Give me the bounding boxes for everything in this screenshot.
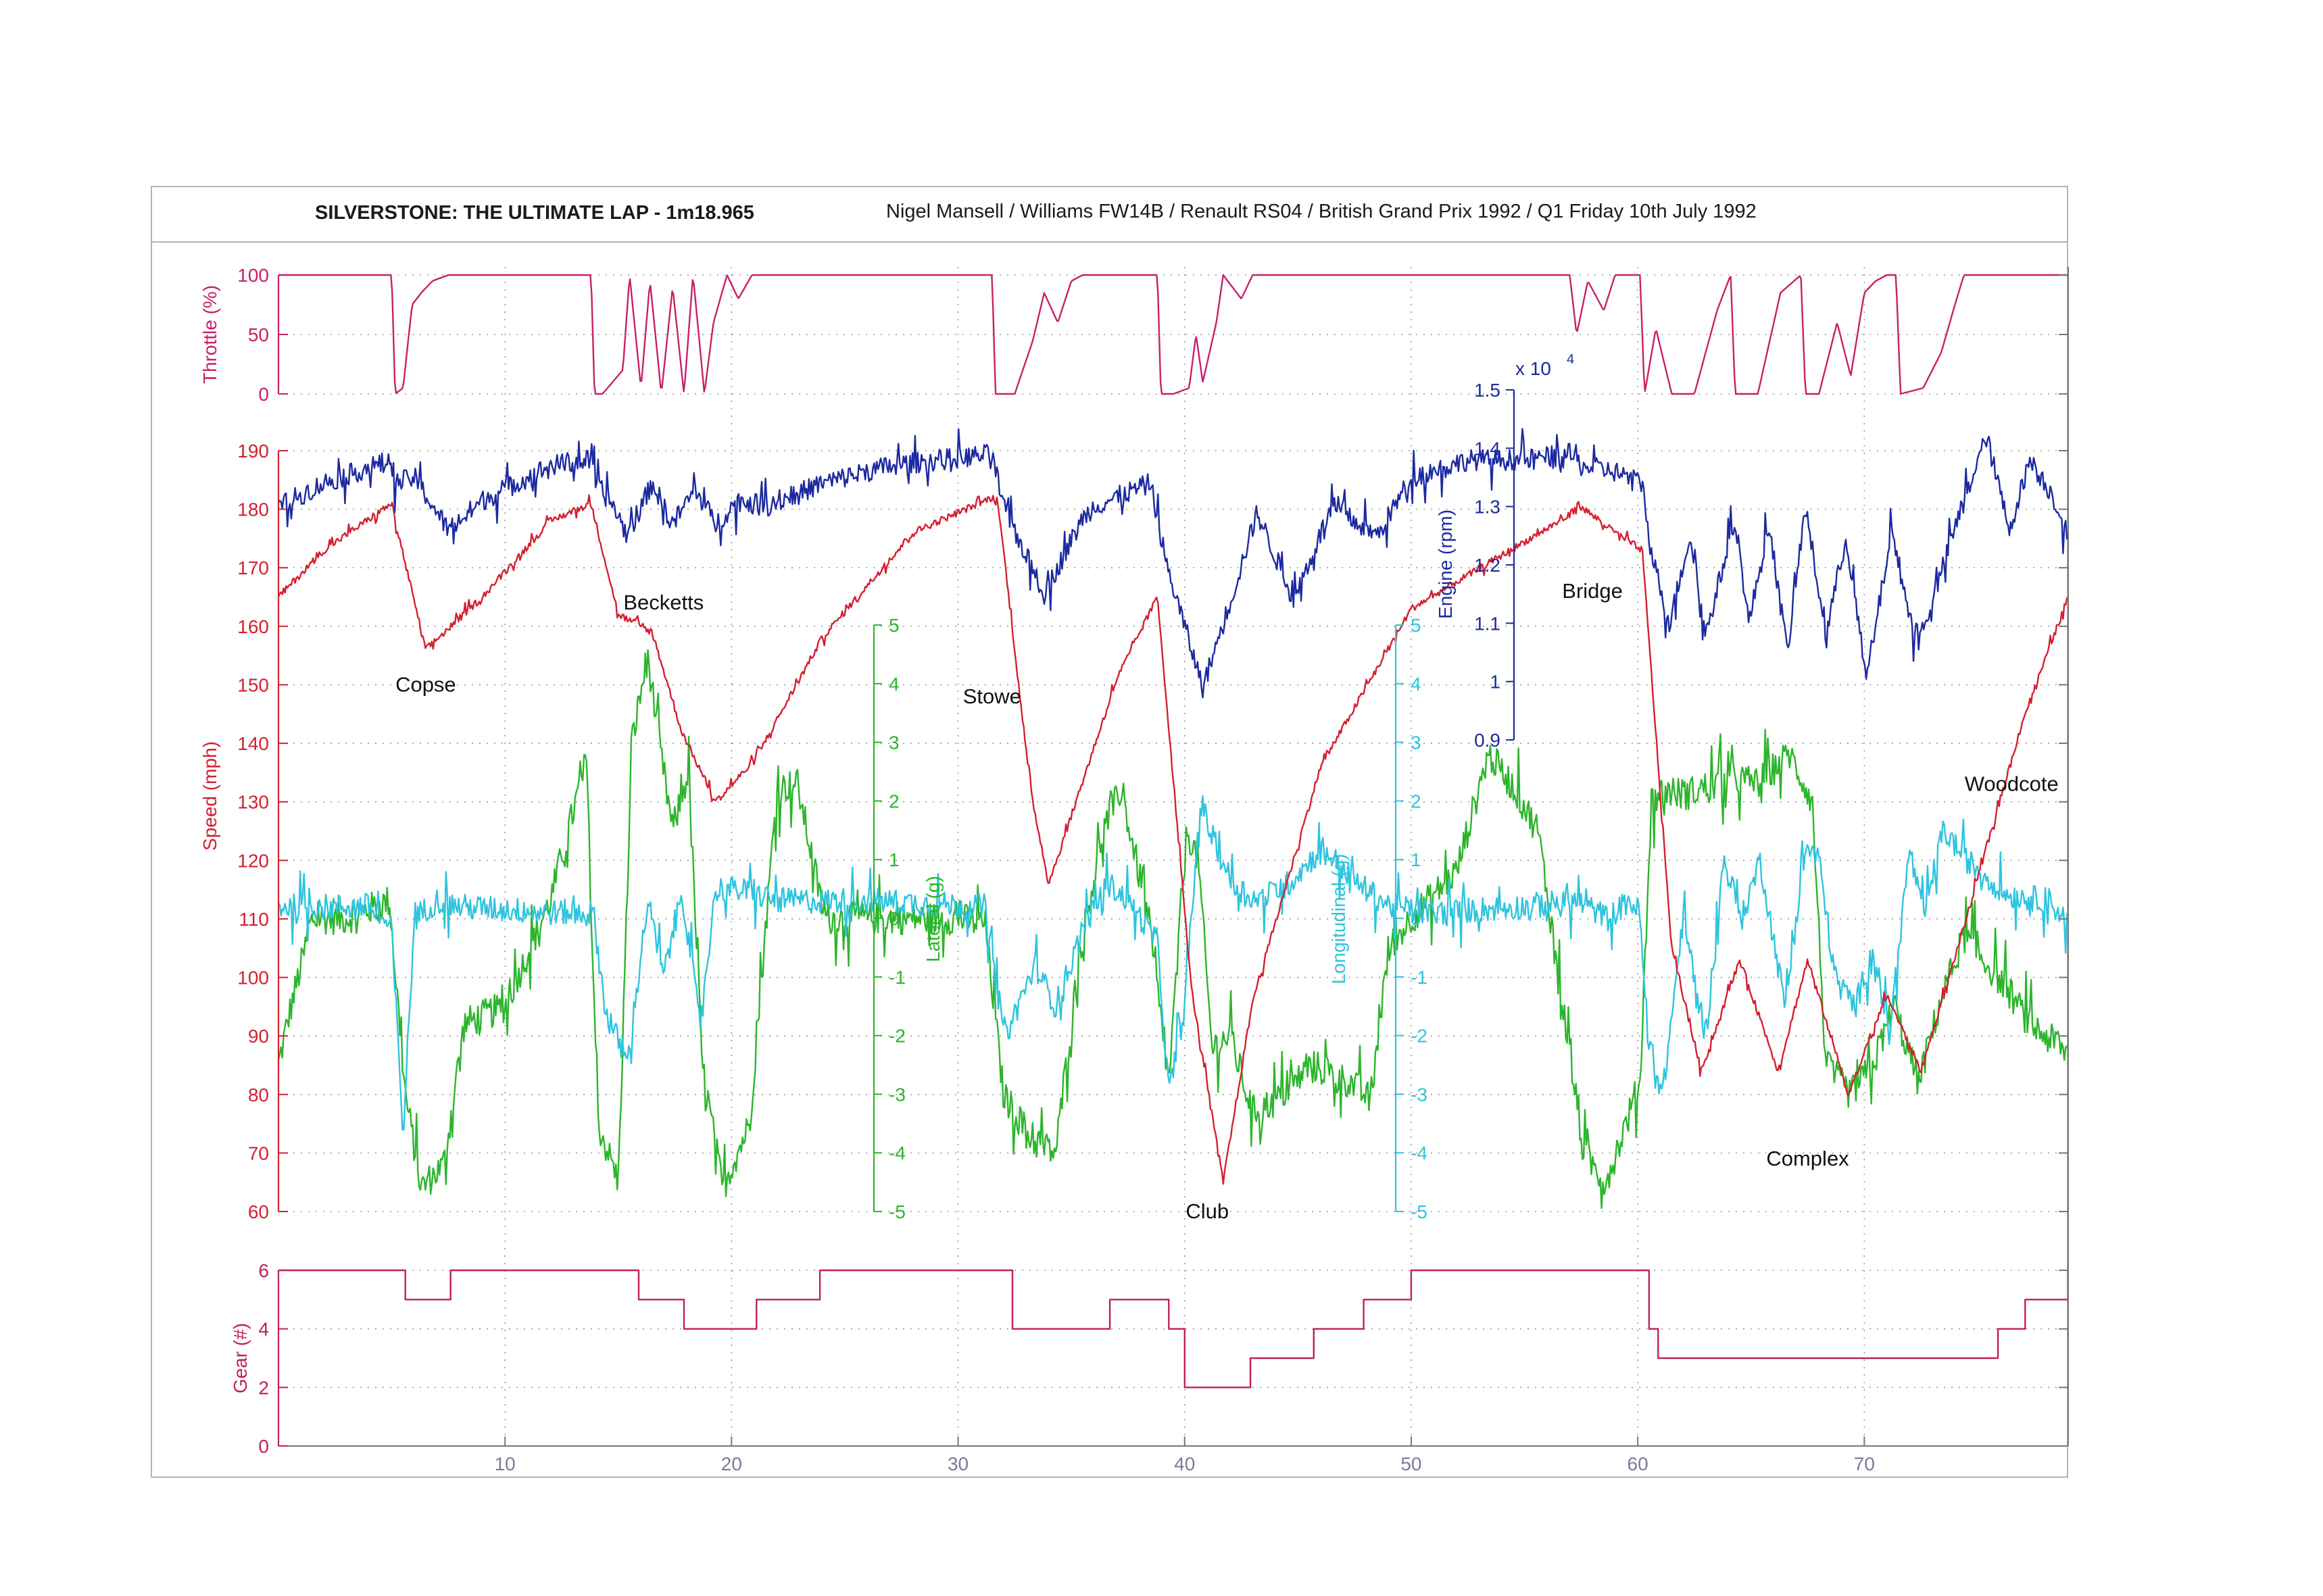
- engine-exponent: 4: [1567, 352, 1574, 367]
- annotation-complex: Complex: [1766, 1147, 1849, 1170]
- lateral-tick-label: -3: [889, 1084, 906, 1105]
- speed-tick-label: 180: [237, 499, 269, 520]
- speed-tick-label: 90: [248, 1026, 269, 1047]
- x-tick-label: 10: [495, 1453, 516, 1474]
- speed-tick-label: 190: [237, 441, 269, 462]
- lateral-tick-label: 4: [889, 674, 900, 695]
- series-lateral: [278, 650, 2068, 1208]
- annotation-becketts: Becketts: [623, 591, 704, 614]
- speed-tick-label: 160: [237, 616, 269, 637]
- speed-tick-label: 130: [237, 792, 269, 813]
- x-tick-label: 20: [721, 1453, 742, 1474]
- lateral-tick-label: -1: [889, 967, 906, 988]
- speed-tick-label: 120: [237, 850, 269, 871]
- speed-tick-label: 110: [239, 909, 269, 930]
- longitudinal-tick-label: 1: [1411, 849, 1421, 870]
- speed-tick-label: 170: [237, 557, 269, 578]
- longitudinal-tick-label: 3: [1411, 732, 1421, 753]
- longitudinal-axis-title: Longitudinal (g): [1328, 853, 1349, 984]
- lateral-tick-label: -4: [889, 1143, 906, 1164]
- engine-tick-label: 1.3: [1474, 497, 1500, 518]
- longitudinal-tick-label: -3: [1411, 1084, 1427, 1105]
- engine-tick-label: 1: [1490, 672, 1500, 693]
- gear-tick-label: 2: [258, 1377, 269, 1398]
- speed-tick-label: 100: [237, 968, 269, 989]
- gear-tick-label: 6: [258, 1260, 269, 1281]
- longitudinal-tick-label: -4: [1411, 1143, 1427, 1164]
- engine-axis-title: Engine (rpm): [1435, 509, 1456, 619]
- engine-tick-label: 1.5: [1474, 380, 1500, 401]
- engine-tick-label: 1.1: [1474, 613, 1500, 634]
- lateral-tick-label: -5: [889, 1201, 906, 1222]
- lateral-tick-label: -2: [889, 1026, 906, 1047]
- x-tick-label: 60: [1628, 1453, 1648, 1474]
- speed-axis-title: Speed (mph): [199, 741, 220, 851]
- x-tick-label: 70: [1854, 1453, 1875, 1474]
- series-longitudinal: [278, 796, 2068, 1130]
- lateral-tick-label: 5: [889, 615, 900, 636]
- gear-tick-label: 0: [258, 1436, 269, 1457]
- lateral-tick-label: 3: [889, 732, 900, 753]
- lateral-tick-label: 0: [889, 908, 900, 929]
- longitudinal-tick-label: 2: [1411, 791, 1421, 812]
- annotation-stowe: Stowe: [963, 684, 1021, 708]
- longitudinal-tick-label: -2: [1411, 1026, 1427, 1047]
- x-tick-label: 30: [948, 1453, 969, 1474]
- speed-tick-label: 140: [237, 733, 269, 754]
- series-engine: [278, 429, 2068, 698]
- throttle-axis-title: Throttle (%): [199, 285, 220, 384]
- speed-tick-label: 60: [248, 1201, 269, 1222]
- throttle-tick-label: 0: [258, 384, 269, 405]
- annotation-woodcote: Woodcote: [1965, 772, 2059, 796]
- annotation-bridge: Bridge: [1562, 579, 1623, 603]
- lateral-tick-label: 1: [889, 849, 900, 870]
- annotation-club: Club: [1185, 1199, 1229, 1223]
- gear-tick-label: 4: [258, 1319, 269, 1340]
- engine-tick-label: 1.4: [1474, 438, 1500, 459]
- x-tick-label: 40: [1174, 1453, 1195, 1474]
- longitudinal-tick-label: -1: [1411, 967, 1427, 988]
- series-speed: [278, 495, 2068, 1184]
- throttle-tick-label: 100: [237, 265, 269, 286]
- engine-tick-label: 1.2: [1474, 555, 1500, 576]
- engine-tick-label: 0.9: [1474, 730, 1500, 751]
- longitudinal-tick-label: -5: [1411, 1201, 1427, 1222]
- telemetry-chart: 0501006070809010011012013014015016017018…: [0, 0, 2323, 1596]
- gear-axis-title: Gear (#): [230, 1323, 251, 1393]
- throttle-tick-label: 50: [248, 324, 269, 345]
- speed-tick-label: 150: [237, 674, 269, 695]
- x-tick-label: 50: [1400, 1453, 1421, 1474]
- longitudinal-tick-label: 4: [1411, 674, 1421, 695]
- engine-multiplier: x 10: [1515, 358, 1551, 379]
- longitudinal-tick-label: 5: [1411, 615, 1421, 636]
- lateral-axis-title: Lateral (g): [923, 876, 944, 962]
- speed-tick-label: 80: [248, 1084, 269, 1105]
- lateral-tick-label: 2: [889, 791, 900, 812]
- speed-tick-label: 70: [248, 1143, 269, 1164]
- annotation-copse: Copse: [395, 672, 456, 696]
- longitudinal-tick-label: 0: [1411, 908, 1421, 929]
